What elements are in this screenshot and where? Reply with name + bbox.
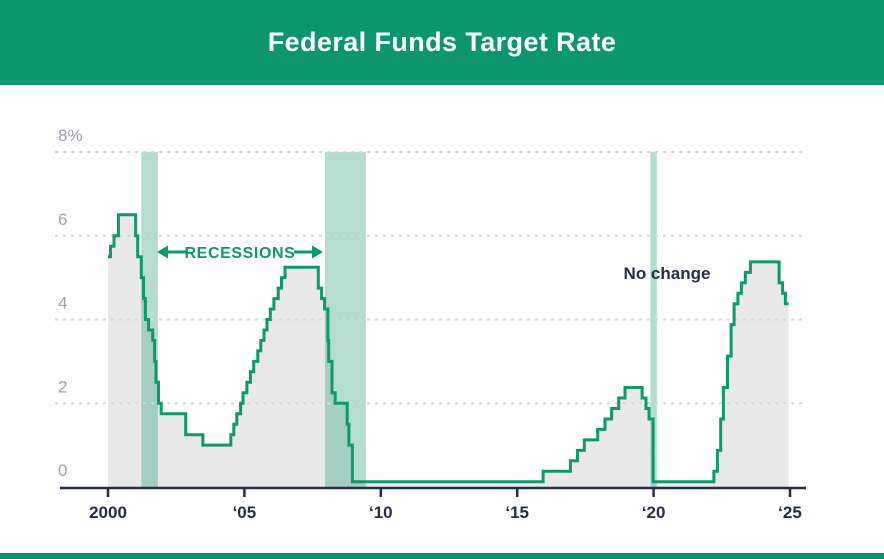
footer-bar <box>0 553 884 559</box>
y-tick-label: 0 <box>58 461 67 480</box>
no-change-label: No change <box>624 264 711 283</box>
y-tick-label: 2 <box>58 377 67 396</box>
x-tick-label: ‘25 <box>778 503 802 522</box>
area-fill <box>108 214 789 488</box>
recessions-annotation: RECESSIONS <box>157 245 323 262</box>
rate-line <box>108 213 789 484</box>
area-layer <box>108 214 789 488</box>
x-tick-label: ‘05 <box>233 503 257 522</box>
y-tick-label: 8% <box>58 126 83 145</box>
y-tick-label: 4 <box>58 294 67 313</box>
x-tick-label: 2000 <box>89 503 127 522</box>
recessions-label: RECESSIONS <box>185 245 296 262</box>
header-bar: Federal Funds Target Rate <box>0 0 884 85</box>
x-tick-label: ‘20 <box>642 503 666 522</box>
x-tick-label: ‘15 <box>505 503 529 522</box>
axis-layer: 2000 ‘05 ‘10 ‘15 ‘20 ‘25 8% 6 4 2 0 <box>58 126 806 522</box>
recession-band <box>650 152 657 487</box>
rate-line-layer <box>108 213 789 484</box>
annotations: RECESSIONS No change <box>157 245 710 283</box>
x-tick-label: ‘10 <box>369 503 393 522</box>
page-title: Federal Funds Target Rate <box>267 27 617 57</box>
arrow-right-icon <box>294 245 323 259</box>
y-tick-label: 6 <box>58 210 67 229</box>
arrow-left-icon <box>157 245 186 259</box>
